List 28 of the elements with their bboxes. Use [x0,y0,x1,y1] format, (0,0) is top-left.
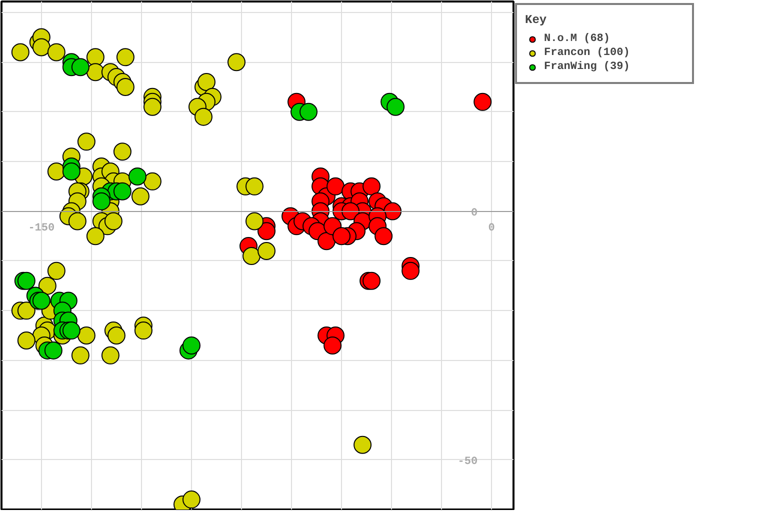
point [182,336,200,354]
y-tick-label: -50 [458,456,478,468]
point [92,192,110,210]
legend-label: FranWing (39) [544,61,631,73]
point [62,322,80,340]
point [324,336,342,354]
point [113,182,132,200]
point [374,227,393,246]
legend-title: Key [525,13,548,27]
point [32,292,50,310]
point [402,262,420,280]
x-tick-label: -150 [28,222,55,234]
point [386,98,405,116]
point [362,177,381,196]
legend-label: N.o.M (68) [544,33,612,45]
point [474,92,492,111]
point [258,222,276,240]
point [362,272,381,290]
point [17,272,36,290]
point [326,177,345,196]
point [318,232,336,250]
point [300,102,318,121]
point [44,341,62,360]
point [332,227,351,246]
point [71,58,90,76]
legend-label: Francon (100) [544,47,631,59]
point [62,162,80,180]
point [128,167,146,186]
